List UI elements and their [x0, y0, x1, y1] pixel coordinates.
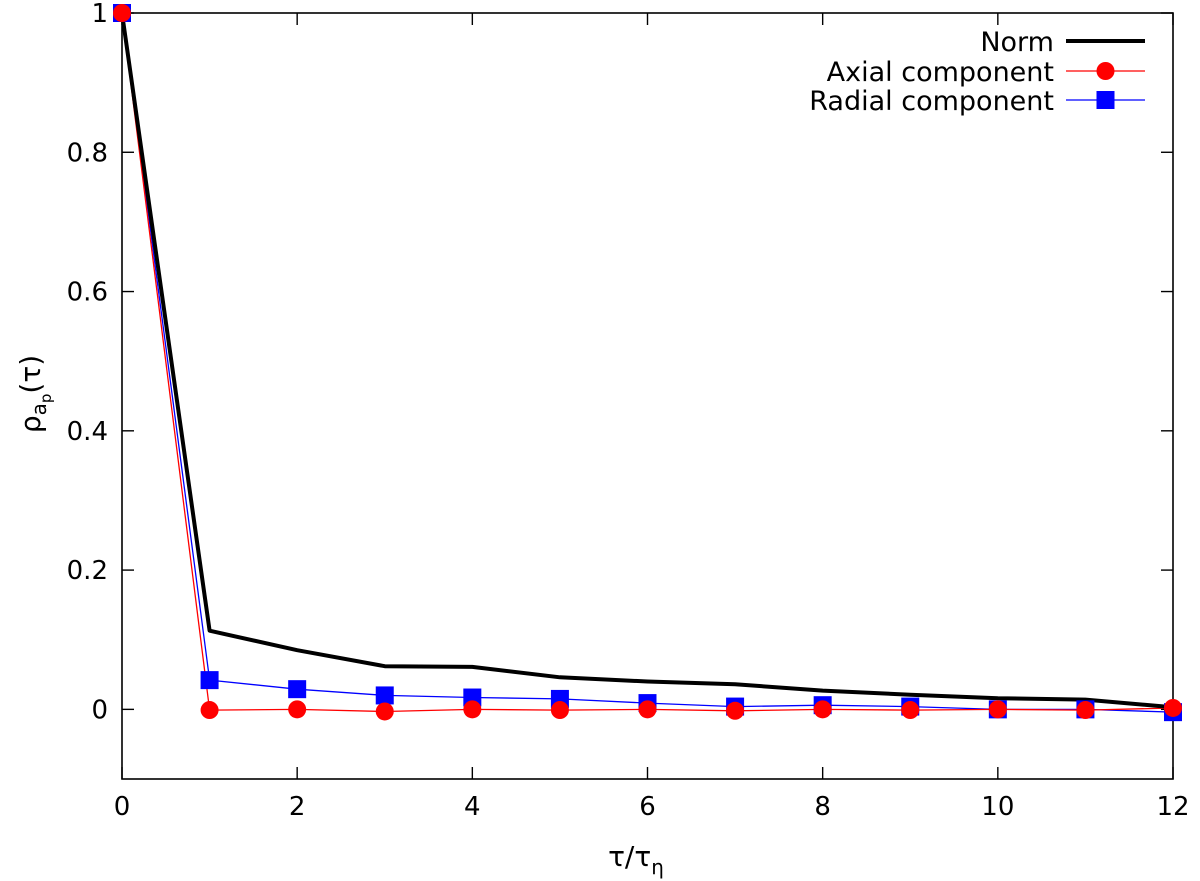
series-layer: [113, 4, 1182, 722]
y-tick-label: 0.4: [67, 417, 108, 447]
data-point-axial: [463, 700, 482, 719]
data-point-axial: [638, 700, 657, 719]
y-tick-label: 0.6: [67, 278, 108, 308]
legend-marker: [1096, 62, 1115, 80]
data-point-axial: [550, 701, 569, 720]
x-tick-label: 10: [981, 792, 1014, 822]
data-point-axial: [988, 700, 1007, 719]
data-point-radial: [375, 686, 394, 705]
legend-marker: [1096, 91, 1115, 109]
y-tick-label: 0.2: [67, 556, 108, 586]
data-point-axial: [288, 700, 307, 719]
legend-label: Norm: [980, 27, 1054, 58]
data-point-axial: [1164, 698, 1182, 717]
data-point-axial: [1076, 701, 1095, 720]
series-line-radial-component: [121, 12, 1174, 713]
data-point-axial: [726, 701, 745, 720]
data-point-axial: [113, 4, 131, 22]
data-point-axial: [200, 701, 219, 720]
x-tick-label: 4: [464, 792, 481, 822]
x-tick-label: 2: [289, 792, 306, 822]
data-point-axial: [813, 700, 832, 719]
series-line-norm: [120, 12, 1174, 710]
legend-label: Axial component: [827, 57, 1054, 88]
data-point-axial: [901, 701, 920, 720]
series-line-axial-component: [121, 12, 1174, 713]
axis-ticks: [121, 12, 1174, 779]
plot-frame: [121, 12, 1174, 780]
legend-label: Radial component: [809, 86, 1054, 117]
axis-tick-labels: 0 2 4 6 8 10 12 0 0.2 0.4 0.6 0.8 1: [67, 0, 1190, 822]
data-point-axial: [375, 702, 394, 721]
data-point-radial: [200, 671, 219, 690]
y-tick-label: 0: [91, 695, 108, 725]
x-tick-label: 6: [639, 792, 656, 822]
y-axis-label: ρap(τ): [14, 355, 55, 433]
data-point-radial: [288, 680, 307, 699]
x-tick-label: 0: [114, 792, 131, 822]
y-tick-label: 1: [91, 0, 108, 29]
x-tick-label: 12: [1156, 792, 1189, 822]
y-tick-label: 0.8: [67, 138, 108, 168]
x-tick-label: 8: [814, 792, 831, 822]
x-axis-label: τ/τη: [608, 840, 664, 879]
